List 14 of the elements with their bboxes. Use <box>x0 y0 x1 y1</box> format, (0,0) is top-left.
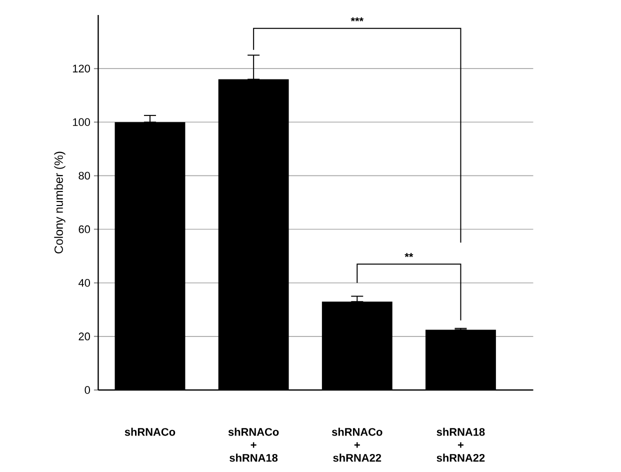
x-tick-label: shRNA18 + shRNA22 <box>436 428 485 462</box>
x-tick-label: shRNACo + shRNA18 <box>228 428 279 462</box>
x-tick-label: shRNACo + shRNA22 <box>332 428 382 462</box>
y-axis-title: Colony number (%) <box>54 152 66 254</box>
y-tick-label: 40 <box>78 278 90 287</box>
annotation: ** <box>404 253 414 258</box>
y-tick-label: 120 <box>72 64 90 72</box>
y-tick-label: 20 <box>78 332 90 340</box>
annotation: *** <box>350 17 364 22</box>
y-tick-label: 80 <box>78 172 90 180</box>
y-tick-label: 0 <box>84 386 90 394</box>
x-tick-label: shRNACo <box>124 428 176 436</box>
y-tick-label: 60 <box>78 225 90 234</box>
y-tick-label: 100 <box>72 118 90 126</box>
